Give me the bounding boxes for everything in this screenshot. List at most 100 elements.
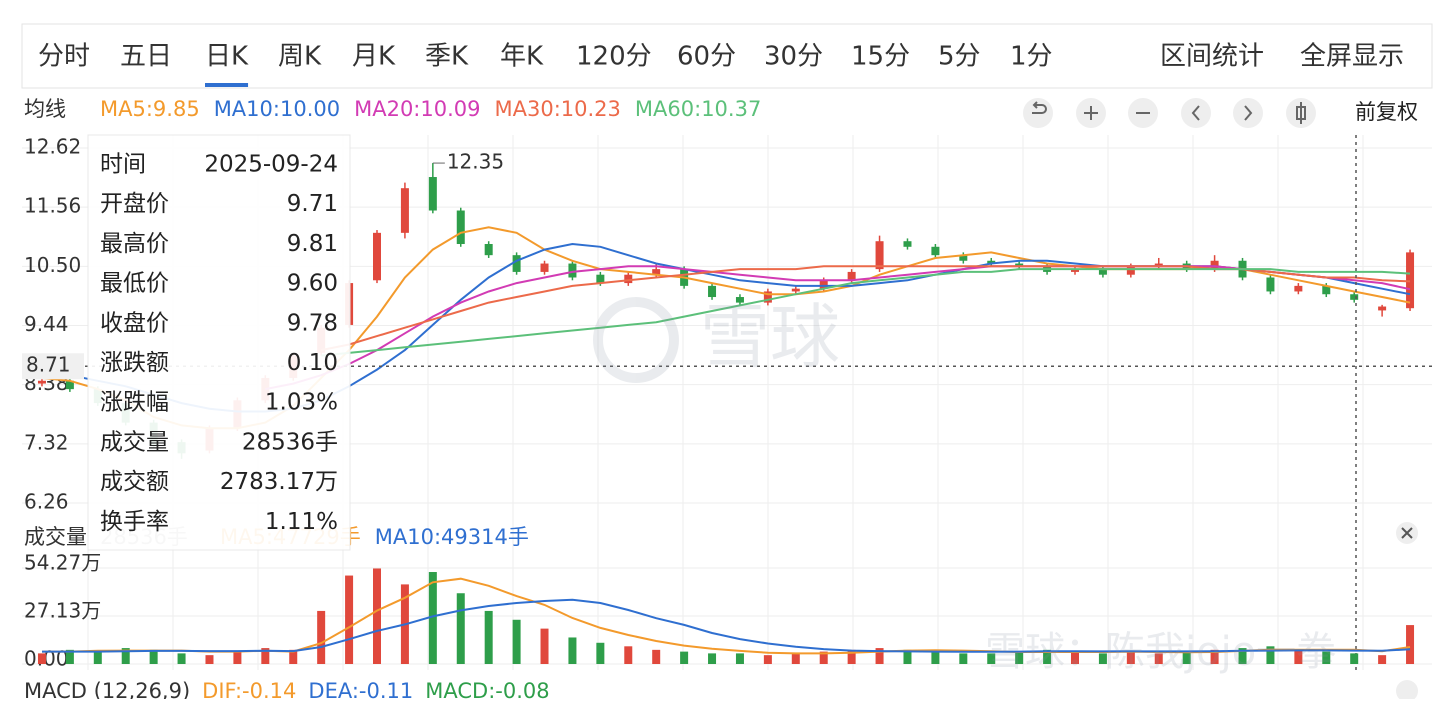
volume-bar: [1210, 649, 1219, 664]
volume-bar: [121, 648, 130, 664]
volume-bar: [1238, 648, 1247, 664]
macd-label: DIF:-0.14: [202, 679, 296, 699]
y-tick-label: 10.50: [24, 253, 81, 277]
volume-bar: [931, 651, 940, 664]
candle-body: [1266, 277, 1275, 292]
volume-bar: [1043, 649, 1052, 664]
ma-line: [265, 265, 1411, 391]
volume-bar: [261, 648, 270, 664]
volume-bar: [428, 572, 437, 664]
candle-body: [1071, 269, 1079, 272]
candle-body: [763, 291, 772, 303]
volume-ma-line: [42, 598, 1411, 653]
volume-bar: [959, 653, 968, 664]
close-macd[interactable]: [1396, 680, 1418, 702]
y-tick-label: 27.13万: [24, 599, 101, 623]
tooltip-label: 收盘价: [100, 310, 169, 336]
tab-action[interactable]: 全屏显示: [1300, 42, 1404, 72]
price-tag-bg: [22, 353, 84, 380]
tab[interactable]: 120分: [576, 42, 652, 72]
tab-bar: [21, 23, 1433, 89]
tooltip-label: 开盘价: [100, 191, 169, 217]
right-button[interactable]: [1233, 98, 1263, 128]
tab[interactable]: 1分: [1010, 42, 1053, 72]
y-tick-label: 12.62: [24, 135, 81, 159]
candle-icon: [1296, 102, 1306, 124]
volume-bar: [596, 642, 605, 664]
tab-action[interactable]: 区间统计: [1160, 42, 1264, 72]
volume-bar: [37, 653, 46, 664]
candle-body: [931, 246, 940, 256]
tooltip-value: 2783.17万: [220, 469, 338, 495]
tab[interactable]: 分时: [38, 42, 90, 72]
ma-line: [321, 268, 1411, 357]
tab[interactable]: 日K: [205, 42, 249, 72]
legend-entry: MA10:10.00: [214, 97, 340, 121]
candle-body: [484, 244, 493, 256]
tooltip-label: 时间: [100, 152, 146, 178]
volume-legend: MA10:49314手: [375, 525, 529, 549]
tab[interactable]: 年K: [500, 42, 544, 72]
tooltip-label: 涨跌额: [100, 350, 169, 376]
tooltip-value: 1.11%: [265, 509, 338, 535]
candle-body: [1154, 263, 1163, 267]
y-tick-label: 9.44: [24, 312, 69, 336]
tab[interactable]: 月K: [352, 42, 396, 72]
volume-bar: [652, 649, 661, 664]
candle-body: [987, 260, 996, 264]
tooltip-label: 成交额: [100, 469, 169, 495]
volume-bar: [791, 653, 800, 664]
tab[interactable]: 五日: [120, 42, 172, 72]
tab[interactable]: 60分: [677, 42, 736, 72]
candle-body: [708, 285, 717, 298]
candle-body: [819, 280, 828, 289]
volume-bar: [987, 653, 996, 664]
tooltip-label: 成交量: [100, 429, 169, 455]
volume-bar: [735, 653, 744, 664]
candle-body: [1210, 260, 1219, 270]
y-tick-label: 7.32: [24, 430, 69, 454]
candle-body: [456, 210, 465, 245]
candle-body: [568, 263, 577, 278]
tooltip-value: 1.03%: [265, 390, 338, 416]
left-button[interactable]: [1181, 98, 1211, 128]
price-tag: 8.71: [26, 353, 71, 377]
tab[interactable]: 15分: [851, 42, 910, 72]
candle-body: [400, 188, 409, 233]
tooltip-label: 最低价: [100, 271, 169, 297]
volume-bar: [149, 649, 158, 664]
volume-bar: [763, 655, 772, 664]
volume-bar: [233, 651, 242, 664]
legend-entry: MA5:9.85: [100, 97, 200, 121]
volume-bar: [93, 651, 102, 664]
ma-label: 均线: [24, 97, 66, 121]
tab[interactable]: 30分: [764, 42, 823, 72]
candle-body: [512, 255, 521, 272]
adjust-button[interactable]: 前复权: [1355, 100, 1418, 124]
close-icon: [1401, 527, 1413, 539]
tab[interactable]: 5分: [938, 42, 981, 72]
volume-bar: [1294, 649, 1303, 664]
candle-body: [624, 274, 633, 284]
watermark-text: 雪球: [700, 296, 840, 378]
volume-bar: [65, 649, 74, 664]
volume-bar: [373, 568, 381, 664]
candle-body: [959, 255, 968, 261]
candle-body: [875, 241, 884, 270]
volume-bar: [624, 646, 633, 664]
volume-bar: [1182, 651, 1191, 664]
candle-body: [1126, 266, 1135, 275]
watermark-logo: [593, 297, 679, 383]
macd-label: MACD (12,26,9): [24, 679, 190, 699]
volume-bar: [1071, 651, 1079, 664]
tooltip-value: 2025-09-24: [204, 152, 338, 178]
candle-body: [37, 380, 46, 384]
volume-bar: [177, 653, 186, 664]
y-tick-label: 11.56: [24, 194, 81, 218]
tab[interactable]: 周K: [278, 42, 322, 72]
candle-body: [1350, 294, 1359, 300]
volume-bar: [1406, 625, 1415, 664]
tab[interactable]: 季K: [425, 42, 469, 72]
tooltip-label: 涨跌幅: [100, 390, 169, 416]
